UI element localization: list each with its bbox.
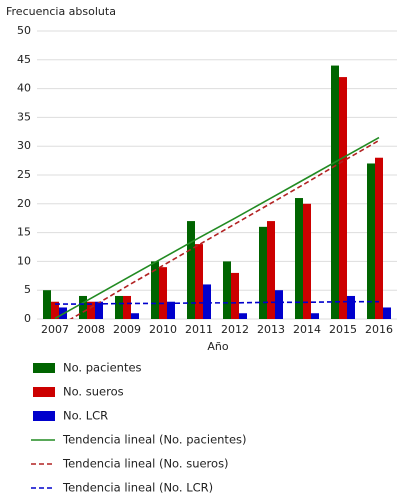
- bar: [223, 261, 231, 319]
- x-tick-label: 2015: [329, 323, 357, 336]
- bar: [151, 261, 159, 319]
- bar: [295, 198, 303, 319]
- bar: [267, 221, 275, 319]
- y-tick-label: 45: [17, 53, 31, 66]
- legend-label: No. sueros: [63, 385, 124, 399]
- legend-label: No. pacientes: [63, 361, 142, 375]
- bar: [231, 272, 239, 319]
- legend: No. pacientes No. sueros No. LCR Tendencia …: [31, 361, 247, 494]
- bar: [339, 77, 347, 319]
- y-tick-label: 10: [17, 254, 31, 267]
- y-axis-title: Frecuencia absoluta: [6, 5, 116, 18]
- legend-label: Tendencia lineal (No. sueros): [62, 457, 229, 471]
- y-tick-label: 40: [17, 82, 31, 95]
- x-axis-title: Año: [207, 340, 228, 353]
- bar: [159, 267, 167, 319]
- bar: [331, 65, 339, 319]
- y-tick-label: 20: [17, 197, 31, 210]
- bar: [187, 221, 195, 319]
- bar: [383, 307, 391, 319]
- trend-line: [55, 300, 379, 305]
- bar: [51, 301, 59, 319]
- y-tick-label: 25: [17, 168, 31, 181]
- bar: [239, 313, 247, 319]
- trend-lines: [54, 136, 380, 319]
- x-tick-label: 2012: [221, 323, 249, 336]
- y-tick-label: 30: [17, 139, 31, 152]
- bar: [375, 157, 383, 319]
- legend-swatch: [33, 411, 55, 421]
- x-tick-label: 2014: [293, 323, 321, 336]
- y-tick-label: 15: [17, 226, 31, 239]
- legend-label: No. LCR: [63, 409, 108, 423]
- x-tick-label: 2011: [185, 323, 213, 336]
- bar: [367, 163, 375, 319]
- y-tick-label: 5: [24, 283, 31, 296]
- bar: [347, 295, 355, 319]
- bar: [115, 295, 123, 319]
- y-tick-label: 35: [17, 110, 31, 123]
- legend-swatch: [33, 387, 55, 397]
- bar: [43, 290, 51, 319]
- x-tick-label: 2016: [365, 323, 393, 336]
- bar: [195, 244, 203, 319]
- trend-line: [69, 139, 380, 319]
- bar: [95, 301, 103, 319]
- bar: [87, 301, 95, 319]
- bar: [303, 203, 311, 319]
- trend-line: [54, 136, 380, 319]
- bar: [259, 226, 267, 319]
- x-tick-label: 2010: [149, 323, 177, 336]
- bar: [131, 313, 139, 319]
- legend-swatch: [33, 363, 55, 373]
- y-tick-label: 50: [17, 24, 31, 37]
- x-tick-label: 2013: [257, 323, 285, 336]
- legend-label: Tendencia lineal (No. LCR): [62, 481, 213, 494]
- bar: [167, 301, 175, 319]
- bar: [203, 284, 211, 319]
- bar: [311, 313, 319, 319]
- bar: [275, 290, 283, 319]
- bar: [123, 295, 131, 319]
- x-tick-label: 2009: [113, 323, 141, 336]
- y-tick-label: 0: [24, 312, 31, 325]
- bar: [79, 295, 87, 319]
- x-tick-label: 2008: [77, 323, 105, 336]
- legend-label: Tendencia lineal (No. pacientes): [62, 433, 247, 447]
- x-tick-label: 2007: [41, 323, 69, 336]
